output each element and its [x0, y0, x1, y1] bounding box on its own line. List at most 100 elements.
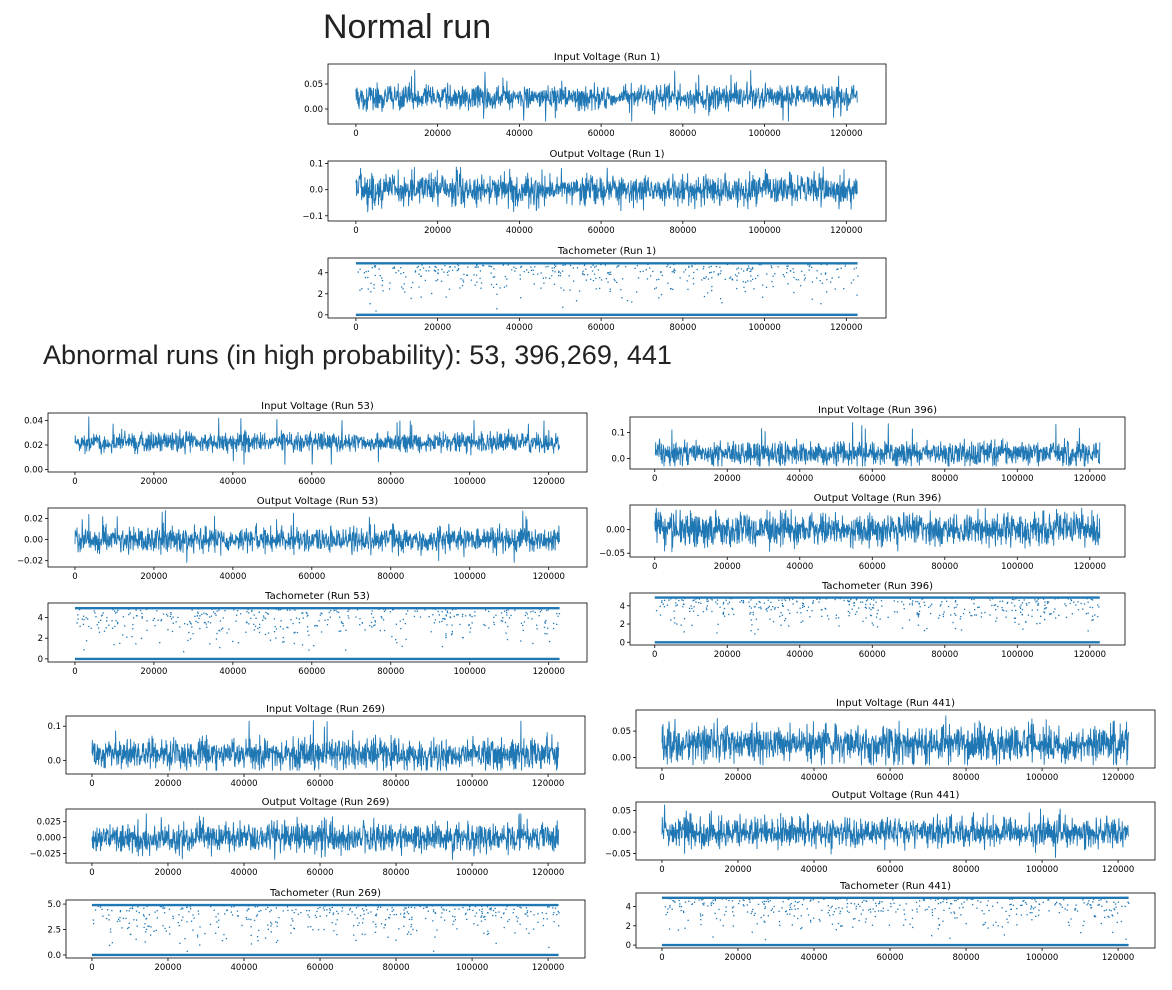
series-point: [1065, 616, 1068, 618]
series-point: [731, 278, 733, 280]
x-tick-label: 80000: [953, 865, 980, 875]
series-point: [680, 624, 682, 626]
chart-title: Input Voltage (Run 1): [554, 52, 660, 63]
series-point: [604, 264, 606, 266]
y-tick-label: 0.0: [47, 951, 61, 961]
series-point: [412, 281, 414, 284]
series-point: [366, 909, 368, 911]
y-tick-label: −0.02: [17, 557, 43, 567]
series-point: [607, 281, 609, 283]
x-tick-label: 120000: [1102, 953, 1134, 963]
y-tick-label: 2: [38, 634, 43, 644]
series-point: [847, 599, 849, 601]
series-point: [505, 609, 508, 612]
y-tick-label: 2: [318, 290, 323, 300]
series-point: [750, 268, 752, 270]
series-point: [128, 613, 130, 616]
series-point: [476, 264, 478, 266]
series-point: [545, 619, 547, 622]
series-point: [425, 906, 427, 908]
series-point: [691, 903, 693, 905]
series-point: [453, 615, 455, 617]
series-point: [973, 598, 975, 601]
series-point: [876, 626, 879, 628]
series-point: [119, 916, 121, 919]
series-point: [765, 608, 767, 611]
series-point: [1069, 602, 1071, 605]
series-point: [293, 642, 295, 645]
series-point: [326, 624, 329, 626]
series-point: [162, 906, 164, 908]
series-point: [1070, 600, 1073, 602]
normal-run-heading: Normal run: [323, 8, 492, 46]
series-point: [516, 920, 518, 922]
series-point: [1002, 600, 1004, 602]
series-point: [213, 909, 215, 911]
series-point: [463, 273, 465, 276]
series-point: [407, 906, 410, 908]
series-point: [256, 906, 259, 908]
series-point: [213, 611, 215, 613]
series-point: [460, 278, 462, 280]
series-point: [369, 303, 371, 305]
series-point: [702, 903, 704, 905]
series-point: [230, 906, 233, 908]
axes-frame: [65, 808, 586, 864]
series-point: [955, 600, 957, 602]
series-point: [290, 924, 292, 926]
x-tick-label: 20000: [154, 868, 181, 878]
series-point: [477, 924, 479, 926]
series-point: [999, 600, 1001, 603]
series-point: [819, 280, 821, 282]
series-point: [767, 607, 770, 609]
series-point: [784, 620, 786, 622]
series-point: [492, 914, 494, 917]
series-point: [852, 279, 855, 281]
series-point: [474, 615, 476, 617]
series-point: [479, 270, 482, 272]
x-tick-label: 100000: [453, 572, 485, 582]
series-point: [1085, 613, 1087, 615]
series-point: [467, 266, 469, 268]
series-point: [798, 901, 800, 903]
series-point: [811, 281, 814, 283]
series-point: [1087, 601, 1089, 603]
series-point: [912, 600, 914, 602]
series-point: [308, 634, 310, 636]
series-point: [673, 263, 675, 265]
series-point: [836, 268, 838, 271]
series-point: [1111, 914, 1113, 916]
series-point: [533, 928, 535, 930]
series-point: [372, 921, 374, 923]
series-point: [475, 274, 478, 276]
series-point: [1014, 605, 1016, 607]
series-line: [654, 422, 1101, 467]
series-point: [676, 623, 678, 625]
series-point: [747, 265, 750, 267]
series-point: [116, 920, 119, 923]
series-point: [590, 266, 592, 268]
series-point: [365, 905, 367, 907]
series-point: [767, 898, 769, 901]
series-point: [140, 637, 143, 639]
y-tick-label: −0.05: [605, 850, 631, 860]
series-point: [636, 265, 638, 267]
series-point: [469, 905, 471, 907]
series-point: [905, 903, 907, 905]
series-point: [441, 268, 443, 271]
series-point: [548, 640, 551, 643]
series-point: [419, 905, 421, 908]
series-point: [451, 269, 454, 271]
series-point: [1082, 608, 1084, 610]
series-point: [188, 911, 190, 913]
series-line: [355, 69, 858, 122]
series-point: [422, 267, 425, 269]
series-point: [841, 907, 843, 909]
series-point: [698, 598, 701, 600]
series-point: [1014, 617, 1017, 619]
series-point: [357, 905, 359, 907]
x-tick-label: 100000: [748, 129, 780, 139]
series-point: [516, 905, 519, 907]
series-point: [493, 623, 495, 626]
series-point: [862, 909, 864, 911]
